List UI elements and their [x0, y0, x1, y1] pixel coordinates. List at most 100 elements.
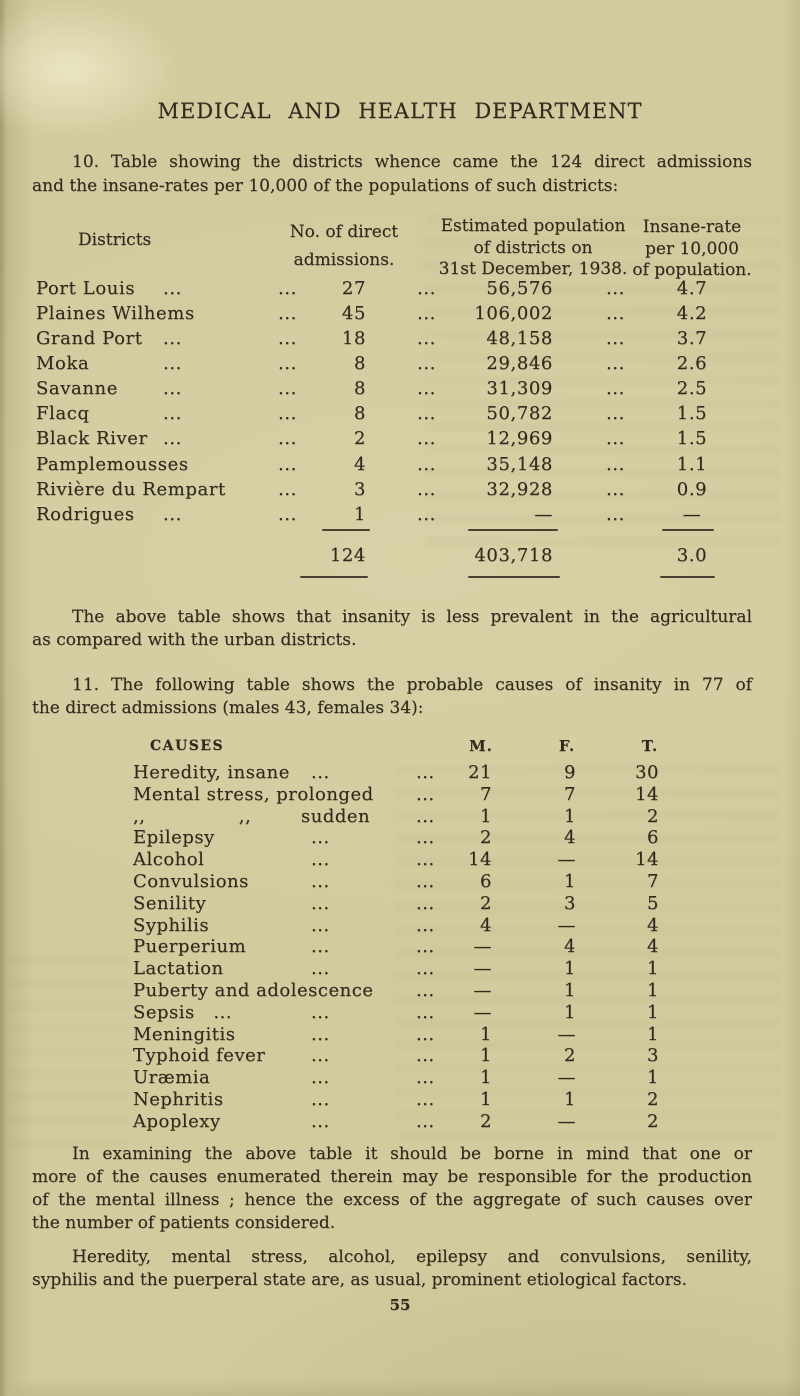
column-header-population: Estimated population: [440, 216, 626, 236]
cause-label: Alcohol: [133, 849, 205, 870]
population-value: 56,576: [486, 278, 553, 299]
rate-value: 2.6: [676, 353, 708, 374]
total-count: 4: [647, 915, 659, 936]
table-row: Sepsis ... ... ... — 1 1: [0, 1002, 800, 1024]
leader-dots: ...: [416, 980, 435, 1001]
total-count: 1: [647, 958, 659, 979]
table-row: Syphilis ... ... 4 — 4: [0, 915, 800, 937]
leader-dots: ...: [278, 303, 297, 324]
paragraph-heredity-line: syphilis and the puerperal state are, as…: [32, 1270, 687, 1290]
leader-dots: ...: [606, 504, 625, 525]
admissions-value: 8: [353, 353, 366, 374]
leader-dots: ...: [416, 1089, 435, 1110]
leader-dots: ...: [606, 403, 625, 424]
leader-dots: ...: [163, 353, 182, 374]
table-row: Mental stress, prolonged ... 7 7 14: [0, 784, 800, 806]
admissions-value: 3: [353, 479, 366, 500]
male-count: —: [473, 936, 492, 957]
male-count: 21: [468, 762, 492, 783]
leader-dots: ...: [416, 1002, 435, 1023]
population-value: 106,002: [474, 303, 553, 324]
table-row: Rivière du Rempart ... 3 ... 32,928 ... …: [0, 479, 800, 503]
leader-dots: ...: [417, 303, 436, 324]
leader-dots: ...: [311, 849, 330, 870]
cause-label: Uræmia: [133, 1067, 211, 1088]
population-value: 48,158: [486, 328, 553, 349]
cause-label: ,, ,, sudden: [133, 806, 371, 827]
rate-value: 4.7: [676, 278, 708, 299]
leader-dots: ...: [416, 849, 435, 870]
total-count: 1: [647, 1002, 659, 1023]
male-count: 2: [480, 1111, 492, 1132]
cause-label: Senility: [133, 893, 207, 914]
rate-value: 0.9: [676, 479, 708, 500]
leader-dots: ...: [606, 303, 625, 324]
leader-dots: ...: [163, 504, 182, 525]
rate-value: 4.2: [676, 303, 708, 324]
leader-dots: ...: [416, 1111, 435, 1132]
admissions-value: 4: [353, 454, 366, 475]
leader-dots: ...: [278, 504, 297, 525]
table-row: Senility ... ... 2 3 5: [0, 893, 800, 915]
population-value: 29,846: [486, 353, 553, 374]
leader-dots: ...: [278, 328, 297, 349]
total-rate: 3.0: [676, 545, 708, 566]
column-header-rate: of population.: [632, 260, 752, 280]
page-title: MEDICAL AND HEALTH DEPARTMENT: [157, 99, 643, 123]
total-rule: [322, 529, 370, 531]
table-row: Epilepsy ... ... 2 4 6: [0, 827, 800, 849]
rate-value: 3.7: [676, 328, 708, 349]
paragraph-above-line: The above table shows that insanity is l…: [72, 607, 752, 627]
total-rule: [468, 529, 558, 531]
leader-dots: ...: [417, 454, 436, 475]
admissions-value: 8: [353, 378, 366, 399]
leader-dots: ...: [417, 353, 436, 374]
leader-dots: ...: [416, 871, 435, 892]
female-count: 1: [564, 871, 576, 892]
total-count: 2: [647, 806, 659, 827]
leader-dots: ...: [311, 1067, 330, 1088]
leader-dots: ...: [311, 915, 330, 936]
district-name: Rivière du Rempart: [36, 479, 226, 500]
male-count: —: [473, 958, 492, 979]
admissions-value: 8: [353, 403, 366, 424]
male-count: 1: [480, 806, 492, 827]
table-row: Grand Port ... ... 18 ... 48,158 ... 3.7: [0, 328, 800, 352]
district-name: Rodrigues: [36, 504, 135, 525]
district-name: Plaines Wilhems: [36, 303, 195, 324]
cause-label: Sepsis ...: [133, 1002, 233, 1023]
paragraph-11-line: 11. The following table shows the probab…: [72, 675, 752, 695]
population-value: 50,782: [486, 403, 553, 424]
leader-dots: ...: [311, 1024, 330, 1045]
total-rule: [660, 576, 715, 578]
cause-label: Lactation: [133, 958, 224, 979]
leader-dots: ...: [416, 1024, 435, 1045]
leader-dots: ...: [416, 784, 435, 805]
admissions-value: 2: [353, 428, 366, 449]
column-header-population: 31st December, 1938.: [438, 259, 628, 279]
cause-label: Meningitis: [133, 1024, 236, 1045]
leader-dots: ...: [417, 479, 436, 500]
leader-dots: ...: [417, 328, 436, 349]
total-count: 30: [635, 762, 659, 783]
district-name: Black River: [36, 428, 148, 449]
table-row: Plaines Wilhems ... 45 ... 106,002 ... 4…: [0, 303, 800, 327]
show-through-texture: [395, 765, 780, 1140]
paragraph-examining-line: the number of patients considered.: [32, 1213, 336, 1233]
male-count: 6: [480, 871, 492, 892]
female-count: 9: [564, 762, 576, 783]
cause-label: Typhoid fever: [133, 1045, 266, 1066]
leader-dots: ...: [311, 871, 330, 892]
population-value: 35,148: [486, 454, 553, 475]
male-count: —: [473, 980, 492, 1001]
female-count: —: [557, 849, 576, 870]
female-count: 7: [564, 784, 576, 805]
leader-dots: ...: [416, 806, 435, 827]
leader-dots: ...: [311, 1002, 330, 1023]
admissions-value: 45: [341, 303, 366, 324]
rate-value: —: [682, 504, 702, 525]
show-through-texture: [8, 955, 128, 1150]
leader-dots: ...: [311, 1089, 330, 1110]
leader-dots: ...: [311, 827, 330, 848]
table-row: Lactation ... ... — 1 1: [0, 958, 800, 980]
